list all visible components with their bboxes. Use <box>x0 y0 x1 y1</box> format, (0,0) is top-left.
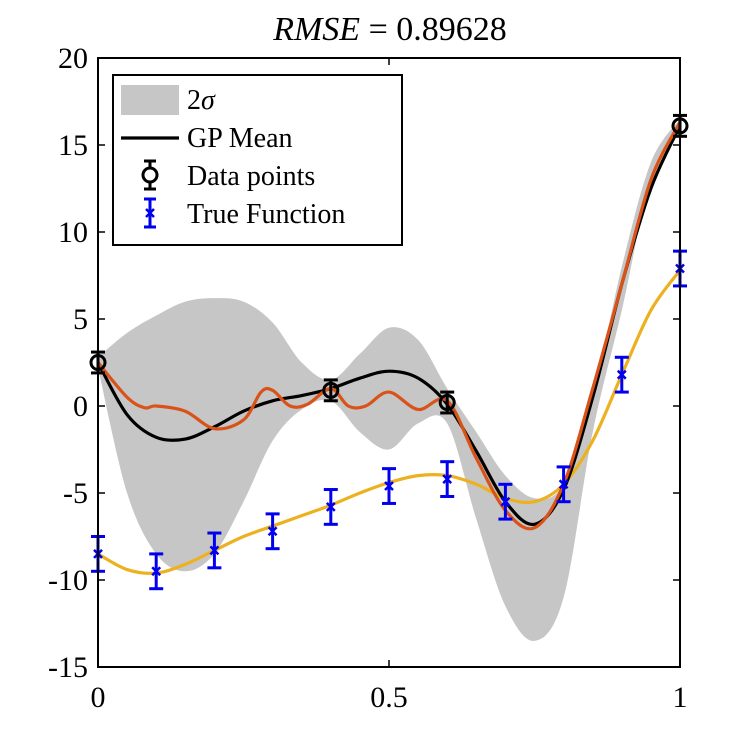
y-tick-label: 10 <box>58 216 88 249</box>
x-tick-label: 1 <box>673 681 688 714</box>
y-tick-label: -15 <box>48 651 88 684</box>
true-function-x-marker-b <box>616 369 627 380</box>
chart-title-italic: RMSE <box>272 11 360 48</box>
y-tick-label: 20 <box>58 42 88 75</box>
true-function-point <box>207 531 222 570</box>
x-tick-label: 0 <box>91 681 106 714</box>
true-function-x-marker-b <box>442 474 453 484</box>
true-function-point <box>265 512 280 551</box>
legend-swatch-x-b <box>145 208 155 218</box>
legend-label: Data points <box>187 161 315 192</box>
true-function-x-marker-b <box>558 479 569 490</box>
y-tick-label: -10 <box>48 564 88 597</box>
y-tick-label: 5 <box>73 303 88 336</box>
axes-layer: 0 0.5 1 20 15 10 5 0 -5 -10 -15 <box>48 42 688 714</box>
true-function-point <box>382 467 396 505</box>
true-function-point <box>440 460 455 498</box>
legend-label: True Function <box>187 199 345 230</box>
legend-label: GP Mean <box>187 123 293 154</box>
y-tick-label: 0 <box>73 390 88 423</box>
series-line-1 <box>98 121 680 531</box>
series-line-gp-mean <box>98 125 680 527</box>
sigma-band <box>98 118 680 641</box>
legend-swatch-circle <box>141 166 159 184</box>
true-function-point <box>556 465 571 504</box>
legend-item-data-points: Data points <box>141 159 315 192</box>
data-point <box>322 378 340 403</box>
true-function-x-marker-b <box>500 496 511 507</box>
data-point-circle <box>322 381 340 399</box>
true-function-point <box>614 355 629 394</box>
legend: 2σ GP Mean Data points True Function <box>112 74 403 246</box>
legend-item-gp-mean: GP Mean <box>121 123 293 154</box>
true-function-x-marker-b <box>325 502 336 512</box>
true-function-x-marker-b <box>151 566 162 577</box>
legend-item-true-function: True Function <box>144 197 345 230</box>
true-function-point <box>498 482 513 521</box>
true-function-point <box>323 488 338 526</box>
chart-title: RMSE = 0.89628 <box>272 11 507 48</box>
legend-label-part-italic: σ <box>201 85 216 116</box>
data-point-circle <box>438 394 456 412</box>
legend-label-part: 2 <box>187 85 201 116</box>
chart-title-value: = 0.89628 <box>360 11 507 48</box>
data-point <box>438 390 456 415</box>
true-function-x-marker-b <box>209 545 220 556</box>
band-layer <box>98 118 680 641</box>
y-tick-label: -5 <box>63 477 88 510</box>
y-tick-label: 15 <box>58 129 88 162</box>
legend-label: 2σ <box>187 85 216 116</box>
true-function-x-marker-b <box>267 526 278 537</box>
legend-item-2-: 2σ <box>121 85 216 116</box>
x-tick-label: 0.5 <box>370 681 408 714</box>
true-function-point <box>149 552 164 591</box>
legend-swatch-band <box>121 85 179 115</box>
true-function-x-marker-b <box>384 481 394 491</box>
